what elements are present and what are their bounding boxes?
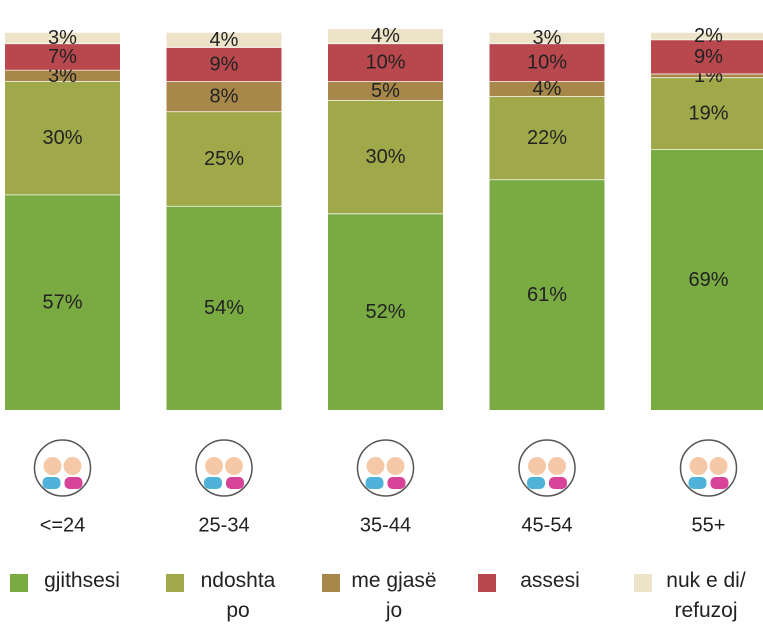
- value-label: 52%: [365, 301, 405, 323]
- legend-swatch: [634, 574, 652, 592]
- x-tick-label: 25-34: [198, 514, 249, 536]
- legend-label: gjithsesi: [32, 566, 132, 596]
- avatar-face: [690, 457, 708, 475]
- value-label: 57%: [42, 292, 82, 314]
- avatar-body: [43, 477, 61, 489]
- avatar-circle: [35, 440, 91, 496]
- value-label: 25%: [204, 148, 244, 170]
- avatar-face: [367, 457, 385, 475]
- avatar-face: [44, 457, 62, 475]
- legend-label: ndoshta po: [188, 566, 288, 626]
- page: {"chart_data": {"type": "stacked_bar", "…: [0, 0, 763, 628]
- value-label: 8%: [210, 86, 239, 108]
- avatar-circle: [519, 440, 575, 496]
- value-label: 30%: [42, 127, 82, 149]
- avatar-face: [205, 457, 223, 475]
- legend-swatch: [10, 574, 28, 592]
- x-tick-label: 55+: [692, 514, 726, 536]
- avatar-body: [689, 477, 707, 489]
- value-label: 3%: [533, 27, 562, 49]
- x-tick-label: 35-44: [360, 514, 411, 536]
- avatar-body: [366, 477, 384, 489]
- value-label: 69%: [688, 269, 728, 291]
- value-label: 2%: [694, 25, 723, 47]
- legend-item: assesi: [478, 566, 600, 596]
- chart: 57%30%3%7%3%<=2454%25%8%9%4%25-3452%30%5…: [0, 0, 763, 560]
- legend-label: nuk e di/ refuzoj: [656, 566, 756, 626]
- legend-item: ndoshta po: [166, 566, 288, 626]
- avatar-face: [225, 457, 243, 475]
- avatar-body: [527, 477, 545, 489]
- avatar-face: [548, 457, 566, 475]
- value-label: 30%: [365, 146, 405, 168]
- value-label: 10%: [527, 52, 567, 74]
- value-label: 4%: [210, 29, 239, 51]
- value-label: 9%: [694, 46, 723, 68]
- legend-swatch: [478, 574, 496, 592]
- avatar-face: [387, 457, 405, 475]
- value-label: 9%: [210, 53, 239, 75]
- value-label: 61%: [527, 284, 567, 306]
- value-label: 3%: [48, 27, 77, 49]
- avatar-circle: [358, 440, 414, 496]
- legend-swatch: [322, 574, 340, 592]
- avatar-body: [65, 477, 83, 489]
- avatar-face: [710, 457, 728, 475]
- x-tick-label: 45-54: [521, 514, 572, 536]
- legend-item: nuk e di/ refuzoj: [634, 566, 756, 626]
- x-tick-label: <=24: [40, 514, 86, 536]
- avatar-circle: [196, 440, 252, 496]
- avatar-body: [711, 477, 729, 489]
- value-label: 54%: [204, 297, 244, 319]
- avatar-circle: [681, 440, 737, 496]
- value-label: 5%: [371, 80, 400, 102]
- legend-label: assesi: [500, 566, 600, 596]
- avatar-face: [64, 457, 82, 475]
- value-label: 19%: [688, 103, 728, 125]
- avatar-body: [226, 477, 244, 489]
- value-label: 7%: [48, 46, 77, 68]
- legend-item: gjithsesi: [10, 566, 132, 596]
- avatar-face: [528, 457, 546, 475]
- value-label: 10%: [365, 52, 405, 74]
- value-label: 22%: [527, 127, 567, 149]
- avatar-body: [549, 477, 567, 489]
- value-label: 4%: [533, 78, 562, 100]
- avatar-body: [388, 477, 406, 489]
- legend-item: me gjasë jo: [322, 566, 444, 626]
- value-label: 4%: [371, 25, 400, 47]
- legend-label: me gjasë jo: [344, 566, 444, 626]
- legend-swatch: [166, 574, 184, 592]
- avatar-body: [204, 477, 222, 489]
